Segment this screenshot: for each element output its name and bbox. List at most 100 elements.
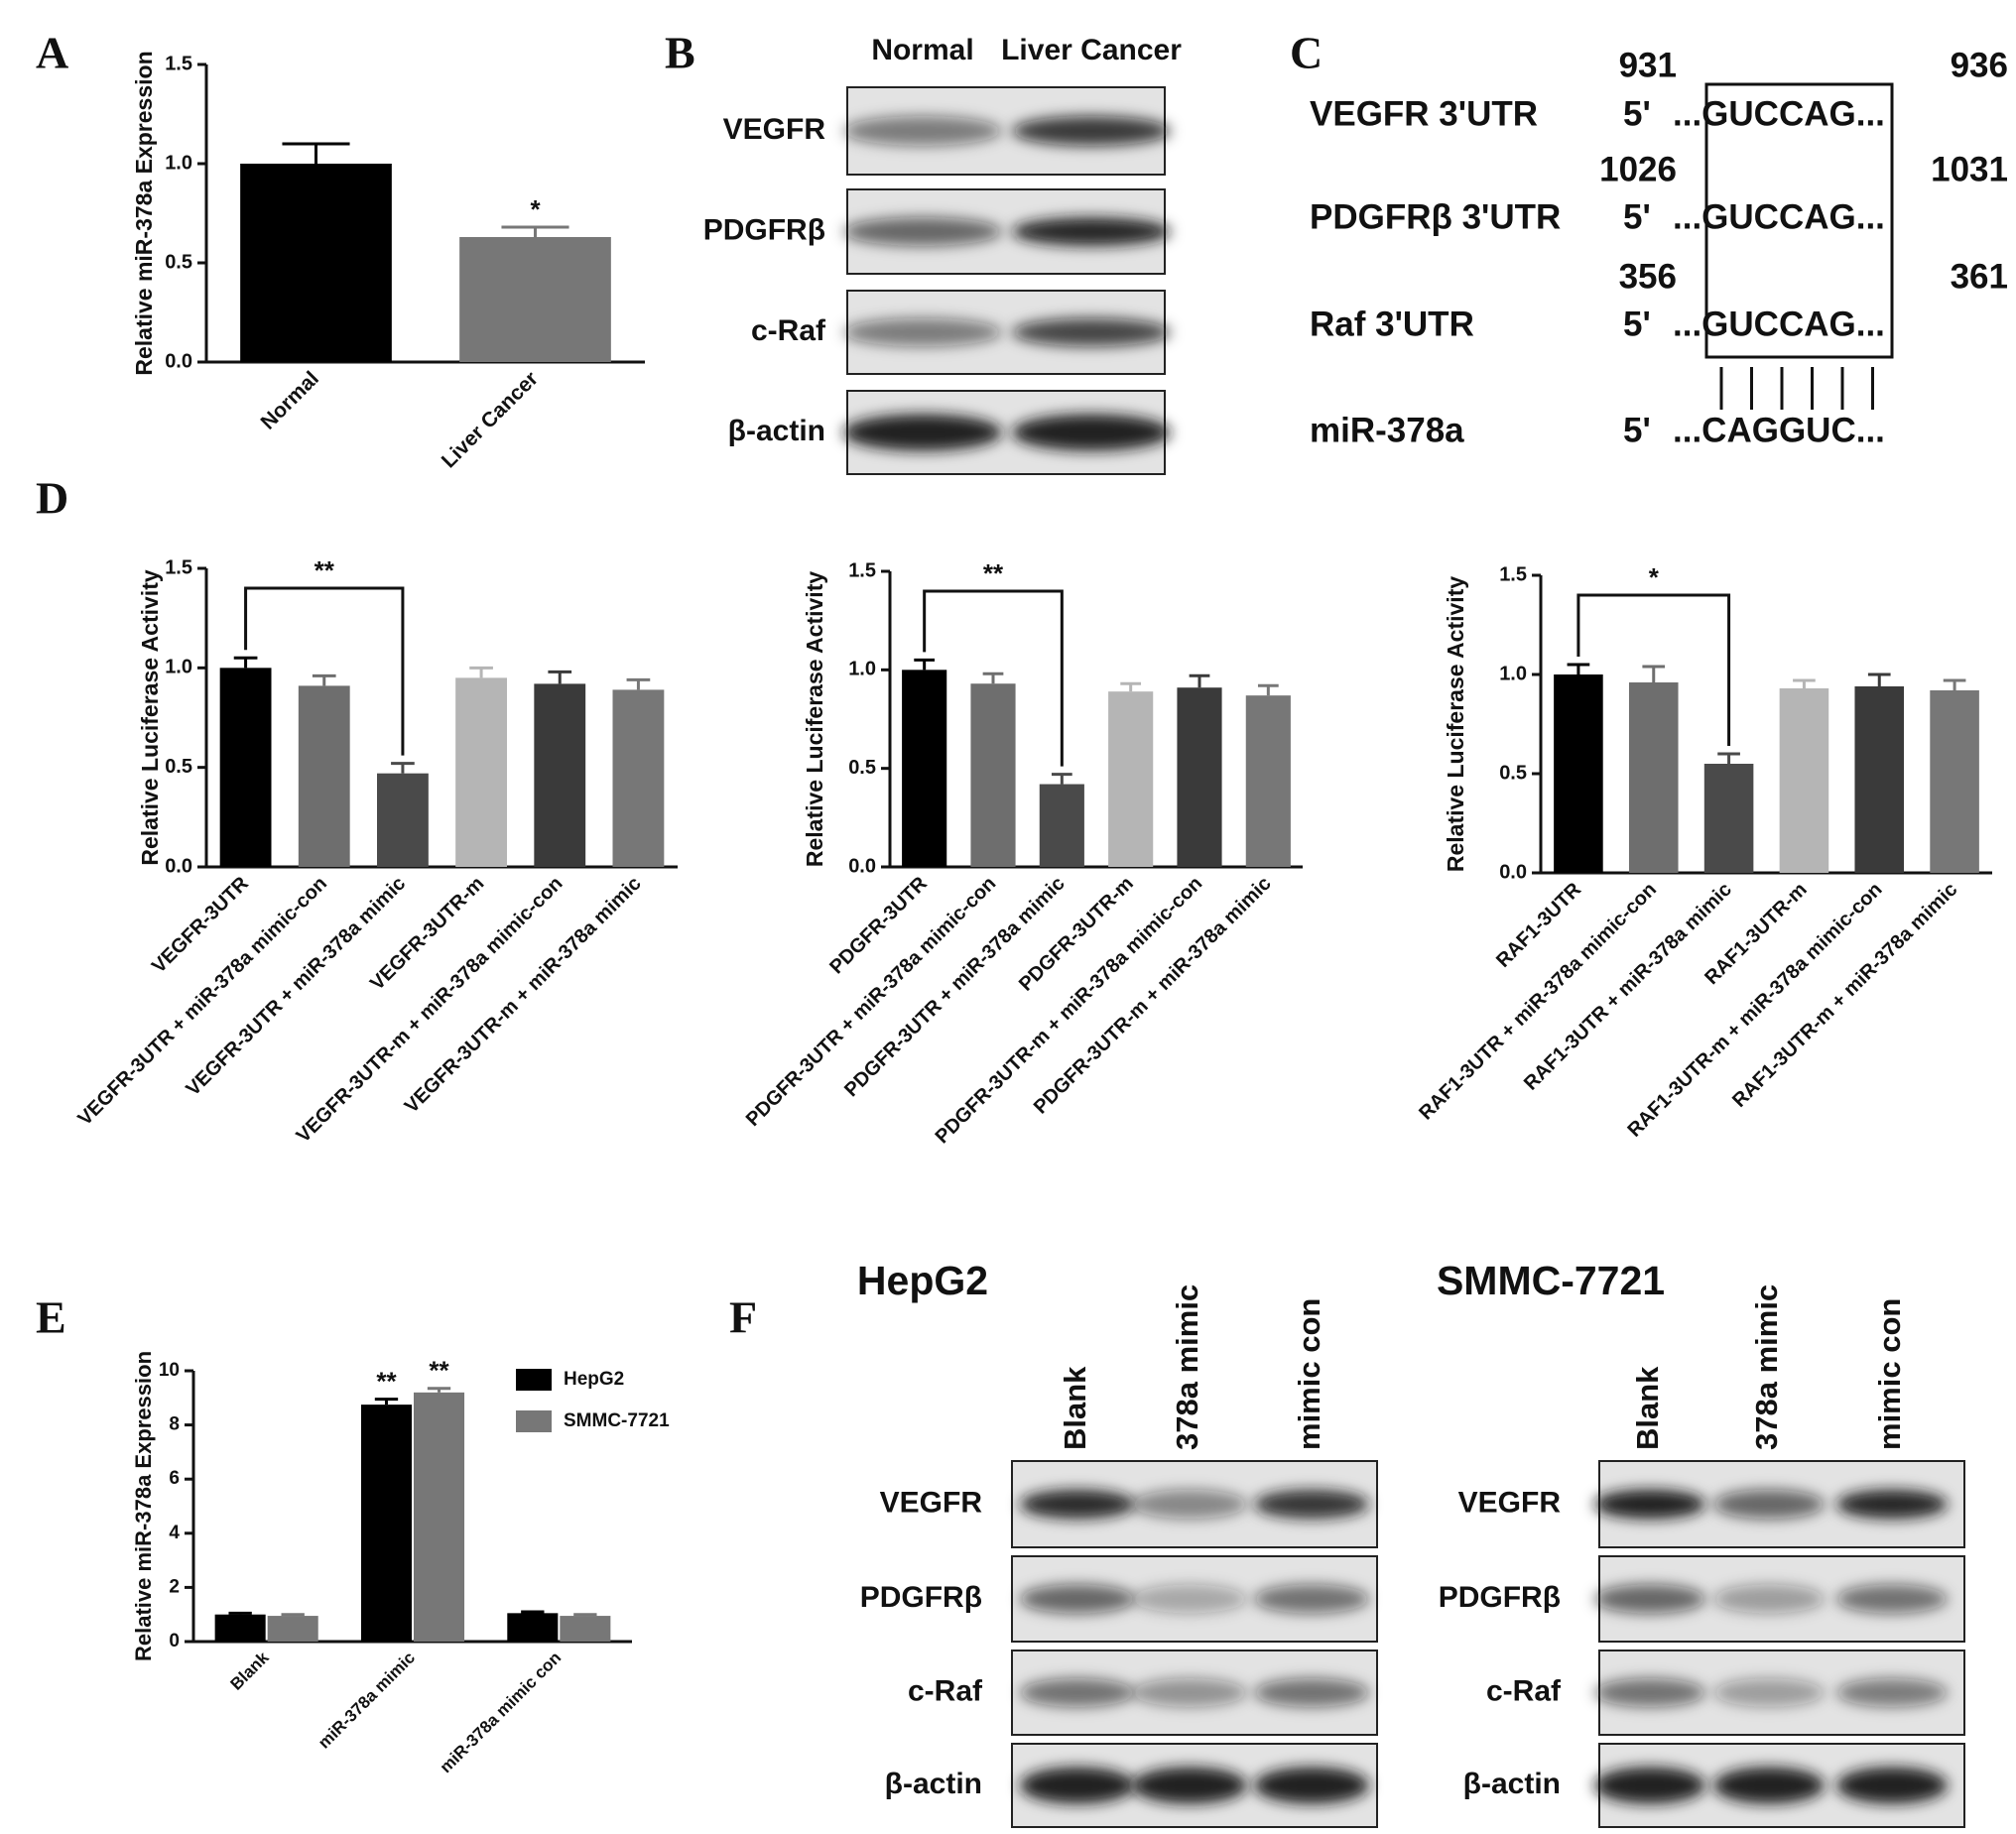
bar [534,683,586,867]
y-tick-label: 0.5 [848,757,876,779]
column-label: 378a mimic [1749,1284,1784,1450]
bar [902,670,947,867]
panel-letter: D [36,473,68,524]
column-label: Blank [1630,1366,1665,1450]
error-bar [281,1613,305,1617]
error-bar [1793,678,1816,688]
blot-band [1012,217,1171,246]
bar [1703,764,1754,873]
row-label: c-Raf [751,314,826,347]
position-end: 936 [1951,46,2008,84]
bar [1628,682,1679,873]
blot-band [1836,1678,1948,1707]
blot-band [843,217,1002,246]
blot-band [1594,1678,1705,1707]
panel-letter: F [729,1292,757,1343]
position-start: 1026 [1599,150,1677,188]
error-bar [228,1611,252,1615]
blot-band [1594,1489,1705,1520]
error-bar [548,670,572,684]
bar [560,1616,611,1642]
error-bar [391,762,415,774]
y-axis-title: Relative Luciferase Activity [1443,576,1468,872]
error-bar [521,1610,545,1614]
blot-band [1254,1584,1369,1614]
blot-band [1836,1767,1948,1804]
error-bar [312,673,336,686]
row-label: β-actin [728,415,825,447]
y-tick-label: 1.5 [165,53,192,74]
bar [1779,688,1829,873]
y-axis-title: Relative miR-378a Expression [131,1351,156,1661]
panel-letter: B [665,28,695,78]
error-bar [1189,673,1210,688]
blot-band [1713,1584,1825,1614]
error-bar [469,666,493,678]
gene-label: PDGFRβ 3'UTR [1310,197,1561,236]
bar [970,683,1016,867]
prime-label: 5' [1623,305,1651,343]
y-tick-label: 0.0 [1499,861,1527,883]
bar [214,1614,266,1642]
blot-title: SMMC-7721 [1437,1258,1665,1303]
column-label: Liver Cancer [1001,34,1182,66]
bar [414,1392,465,1642]
y-tick-label: 6 [169,1468,180,1489]
error-bar [233,656,258,669]
bar [298,685,350,867]
blot-band [1713,1489,1825,1520]
gene-label: Raf 3'UTR [1310,305,1474,343]
bar [612,689,665,867]
western-blot: VEGFR PDGFRβ c-Raf β-actin Normal Liver Cance… [703,34,1182,475]
blot-band [1254,1767,1369,1804]
position-end: 361 [1951,257,2008,296]
blot-band [1020,1767,1135,1804]
blot-band [1132,1489,1247,1520]
blot-band [1012,116,1171,146]
sequence: ...GUCCAG... [1673,305,1885,343]
blot-band [843,414,1002,451]
blot-band [1020,1678,1135,1707]
y-tick-label: 0.0 [165,350,192,372]
blot-band [1836,1489,1948,1520]
blot-band [1254,1678,1369,1707]
prime-label: 5' [1623,197,1651,236]
y-tick-label: 0.0 [848,855,876,877]
row-label: c-Raf [908,1674,983,1707]
blot-band [1254,1489,1369,1520]
y-tick-label: 8 [169,1414,180,1435]
row-label: VEGFR [880,1486,983,1519]
bar [1177,687,1222,867]
bar [219,668,272,867]
bar [360,1405,412,1642]
significance-bracket [923,589,1064,767]
blot-band [1020,1489,1135,1520]
legend-swatch [516,1369,552,1391]
y-tick-label: 1.5 [1499,563,1527,585]
error-bar [1257,683,1279,696]
panel-letter: A [36,28,68,78]
western-blot: VEGFR PDGFRβ c-Raf β-actin Blank 378a mimic mi… [857,1258,1378,1828]
bar [1245,695,1291,867]
legend-swatch [516,1410,552,1432]
bar [267,1616,318,1642]
column-label: mimic con [1292,1298,1326,1450]
seed-box [1704,82,1894,359]
y-tick-label: 0.5 [1499,762,1527,784]
y-axis-title: Relative Luciferase Activity [137,569,163,865]
blot-band [1836,1584,1948,1614]
column-label: 378a mimic [1170,1284,1204,1450]
blot-band [843,116,1002,146]
y-axis-title: Relative Luciferase Activity [802,571,827,867]
error-bar [982,672,1004,684]
bar [377,773,429,867]
column-label: Normal [871,34,973,66]
error-bar [501,225,569,237]
row-label: PDGFRβ [703,213,825,246]
error-bar [1120,681,1142,692]
blot-band [1594,1584,1705,1614]
y-tick-label: 1.0 [848,659,876,680]
y-tick-label: 1.0 [165,152,192,174]
bar [1554,674,1603,873]
